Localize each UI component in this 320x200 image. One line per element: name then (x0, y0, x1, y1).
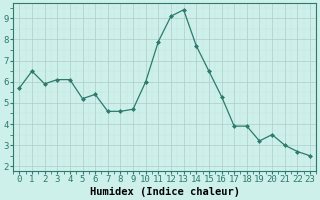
X-axis label: Humidex (Indice chaleur): Humidex (Indice chaleur) (90, 186, 240, 197)
